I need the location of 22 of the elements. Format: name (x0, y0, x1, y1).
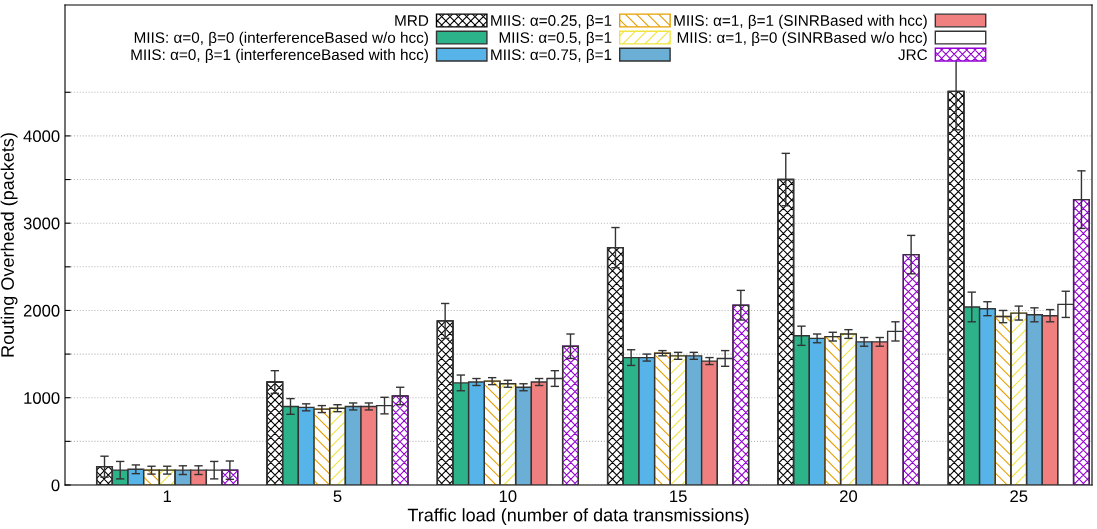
legend-label: MIIS: α=0.75, β=1 (491, 48, 612, 64)
y-tick-label: 2000 (23, 304, 60, 317)
legend-label: MRD (395, 15, 429, 26)
x-tick-label: 10 (499, 490, 517, 503)
legend-label: JRC (898, 49, 928, 61)
x-tick-label: 20 (840, 490, 858, 503)
y-tick-label: 0 (51, 479, 60, 492)
x-tick-label: 15 (670, 490, 687, 503)
legend-label: MIIS: α=0.5, β=1 (499, 31, 612, 47)
x-tick-label: 1 (163, 490, 172, 502)
legend-label: MIIS: α=1, β=1 (SINRBased with hcc) (674, 14, 927, 29)
legend-label: MIIS: α=0, β=0 (interferenceBased w/o hcc) (134, 31, 428, 47)
x-axis-title: Traffic load (number of data transmissions) (407, 508, 749, 525)
legend-label: MIIS: α=1, β=0 (SINRBased w/o hcc) (677, 31, 927, 47)
x-tick-label: 5 (333, 490, 342, 503)
y-tick-label: 3000 (23, 217, 60, 230)
x-tick-label: 25 (1010, 490, 1028, 503)
y-tick-label: 1000 (24, 392, 60, 404)
y-tick-label: 4000 (23, 130, 60, 143)
legend-label: MIIS: α=0.25, β=1 (491, 14, 612, 29)
legend-label: MIIS: α=0, β=1 (interferenceBased with hcc) (131, 48, 428, 64)
y-axis-title: Routing Overhead (packets) (0, 133, 18, 357)
